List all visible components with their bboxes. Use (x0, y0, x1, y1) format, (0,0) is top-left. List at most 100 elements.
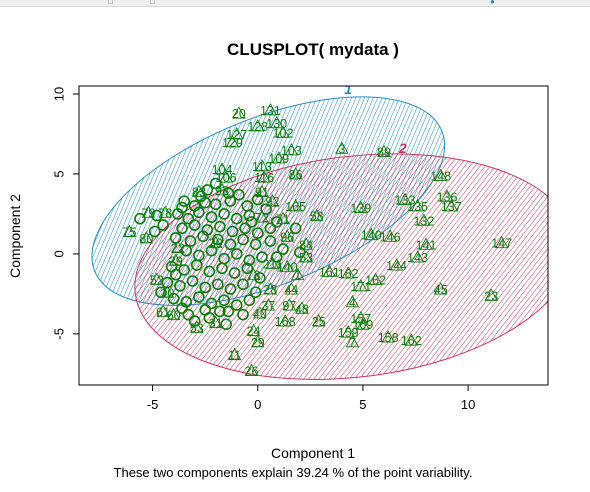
point-label-11: 86 (289, 168, 303, 182)
dense-point-28 (224, 238, 237, 251)
toolbar-icon-left: □ (108, 0, 113, 6)
point-label-50: 93 (215, 184, 229, 198)
point-label-20: 137 (441, 200, 462, 214)
point-marker-78 (246, 323, 261, 337)
point-label-63: 29 (169, 254, 183, 268)
dense-point-45 (228, 267, 241, 279)
point-label-45: 79 (141, 206, 155, 220)
point-marker-63 (168, 253, 183, 266)
dense-point-21 (239, 222, 251, 235)
point-label-49: 83 (192, 186, 206, 200)
point-label-52: 92 (266, 195, 280, 209)
point-marker-69 (261, 298, 276, 311)
point-label-36: 162 (365, 273, 386, 287)
dense-point-71 (289, 222, 302, 235)
dense-point-86 (214, 305, 226, 318)
point-label-44: 162 (401, 334, 422, 348)
point-marker-34 (341, 266, 355, 279)
dense-point-66 (237, 308, 249, 321)
point-marker-32 (484, 288, 498, 301)
dense-point-49 (174, 280, 186, 292)
dense-point-77 (209, 177, 222, 190)
point-marker-53 (255, 210, 269, 223)
dense-point-37 (230, 248, 243, 260)
cluster-1-label: 1 (344, 81, 352, 97)
point-marker-48 (139, 230, 154, 244)
point-label-34: 182 (338, 267, 359, 281)
y-tick-label-3: 10 (52, 87, 67, 101)
x-tick-label-2: 5 (359, 397, 366, 412)
dense-point-81 (176, 201, 188, 214)
dense-point-19 (214, 220, 226, 233)
point-marker-31 (433, 282, 448, 295)
dense-point-53 (224, 283, 237, 295)
dense-point-15 (157, 219, 169, 231)
dense-point-9 (193, 206, 205, 219)
point-label-33: 161 (319, 265, 340, 279)
point-label-14: 3 (338, 142, 345, 156)
dense-point-25 (184, 235, 197, 247)
dense-point-32 (277, 243, 289, 255)
point-marker-67 (263, 282, 278, 295)
point-label-8: 109 (268, 152, 289, 166)
dense-point-72 (294, 246, 306, 259)
point-marker-64 (150, 272, 164, 285)
point-label-46: 78 (158, 206, 172, 220)
point-label-42: 7 (349, 336, 356, 350)
point-marker-30 (494, 235, 509, 249)
dense-point-8 (182, 212, 195, 225)
y-tick-label-2: 5 (52, 170, 67, 177)
dense-point-3 (209, 198, 222, 211)
point-label-27: 141 (416, 238, 437, 252)
x-tick-label-3: 10 (461, 397, 475, 412)
y-tick-label-0: -5 (52, 328, 67, 340)
dense-point-42 (190, 259, 203, 271)
dense-point-50 (186, 275, 199, 287)
point-marker-38 (311, 314, 326, 327)
point-label-78: 24 (247, 325, 261, 339)
dense-point-10 (205, 211, 218, 223)
point-label-29: 144 (386, 259, 407, 273)
point-label-3: 128 (247, 120, 268, 134)
point-marker-51 (255, 184, 269, 197)
point-marker-7 (284, 143, 299, 156)
point-label-10: 116 (254, 171, 274, 185)
dense-point-43 (203, 265, 216, 278)
dense-point-33 (180, 244, 193, 257)
dense-point-47 (254, 272, 266, 284)
point-marker-16 (433, 168, 448, 181)
point-marker-73 (278, 314, 292, 327)
point-label-77: 31 (209, 317, 223, 331)
point-marker-21 (417, 213, 431, 226)
point-label-21: 132 (413, 214, 434, 228)
point-label-0: 20 (232, 107, 246, 121)
dense-point-17 (188, 219, 201, 231)
dense-point-24 (169, 232, 182, 244)
dense-point-58 (193, 291, 205, 303)
point-marker-40 (356, 317, 370, 330)
point-marker-4 (269, 115, 284, 129)
point-marker-57 (299, 250, 313, 263)
dense-point-23 (264, 222, 277, 235)
point-label-43: 158 (378, 331, 399, 345)
point-label-5: 129 (222, 136, 243, 150)
point-label-15: 89 (377, 146, 391, 160)
point-marker-74 (156, 304, 170, 317)
point-marker-60 (290, 267, 305, 281)
point-marker-36 (368, 272, 383, 285)
point-marker-54 (276, 211, 290, 225)
point-label-57: 53 (299, 251, 313, 265)
point-marker-5 (225, 135, 240, 148)
dense-point-61 (230, 299, 243, 311)
dense-point-41 (178, 264, 190, 276)
point-marker-24 (309, 208, 324, 221)
point-marker-22 (354, 200, 368, 213)
dense-point-70 (270, 216, 283, 228)
point-marker-79 (251, 334, 265, 348)
dense-point-62 (243, 294, 256, 307)
point-label-25: 140 (361, 229, 382, 243)
point-marker-58 (265, 256, 280, 269)
dense-point-79 (201, 184, 214, 196)
point-marker-81 (244, 363, 259, 377)
point-marker-49 (192, 184, 206, 197)
